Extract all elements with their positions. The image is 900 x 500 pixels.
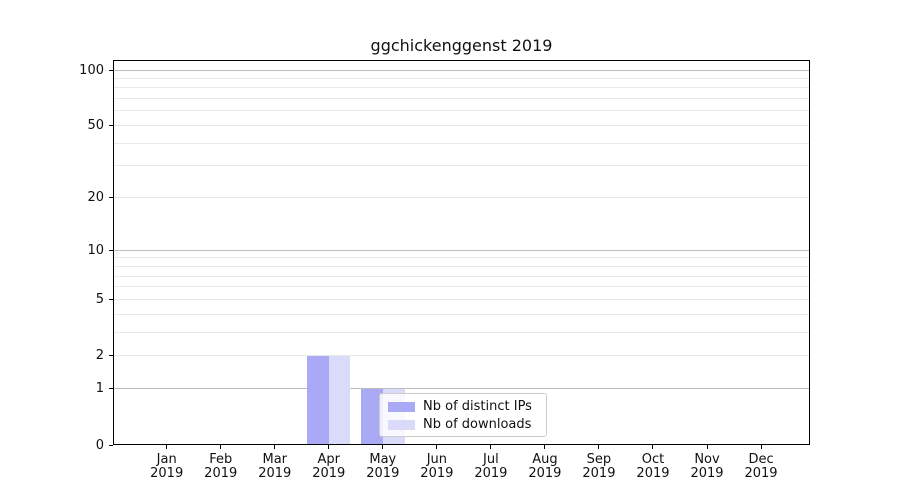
x-axis-tick [166, 445, 168, 449]
x-axis-tick-label: Apr 2019 [301, 453, 357, 480]
x-tick-month: Nov [694, 452, 720, 467]
gridline-minor [114, 98, 809, 100]
x-axis-tick [652, 445, 654, 449]
x-tick-month: Dec [748, 452, 774, 467]
x-tick-year: 2019 [150, 465, 184, 481]
legend-label-downloads: Nb of downloads [423, 417, 532, 432]
y-axis-tick-label: 5 [95, 291, 104, 307]
gridline-major [114, 249, 809, 251]
gridline-major [114, 388, 809, 390]
x-tick-month: Sep [586, 452, 612, 467]
y-axis-tick [109, 197, 113, 199]
legend-swatch-distinct-ips-icon [388, 401, 415, 412]
x-tick-month: Aug [532, 452, 558, 467]
x-axis-tick-label: May 2019 [355, 453, 411, 480]
y-axis-tick [109, 388, 113, 390]
y-axis-tick-label: 10 [87, 242, 104, 258]
x-axis-tick [490, 445, 492, 449]
x-axis-tick-label: Sep 2019 [571, 453, 627, 480]
gridline-minor [114, 110, 809, 112]
x-axis-tick [328, 445, 330, 449]
bar-distinct-ips-apr [307, 355, 329, 444]
x-axis-tick-label: Jun 2019 [409, 453, 465, 480]
y-axis-tick-label: 50 [87, 118, 104, 134]
chart-title: ggchickenggenst 2019 [370, 36, 553, 55]
x-axis-tick [760, 445, 762, 449]
y-axis-tick-label: 100 [79, 62, 104, 78]
legend-swatch-downloads-icon [388, 419, 415, 430]
legend-item-distinct-ips: Nb of distinct IPs [388, 399, 539, 414]
bar-downloads-apr [328, 355, 351, 444]
x-tick-month: Jul [483, 452, 499, 467]
gridline-minor [114, 197, 809, 199]
x-tick-year: 2019 [744, 465, 778, 481]
x-axis-tick-label: Dec 2019 [733, 453, 789, 480]
x-tick-year: 2019 [474, 465, 508, 481]
gridline-minor [114, 355, 809, 357]
x-axis-tick [598, 445, 600, 449]
x-tick-year: 2019 [366, 465, 400, 481]
x-tick-month: Jan [156, 452, 177, 467]
plot-area [113, 60, 810, 445]
x-tick-year: 2019 [528, 465, 562, 481]
x-tick-year: 2019 [420, 465, 454, 481]
x-tick-year: 2019 [258, 465, 292, 481]
x-tick-year: 2019 [690, 465, 724, 481]
x-tick-year: 2019 [582, 465, 616, 481]
x-axis-tick [436, 445, 438, 449]
legend-item-downloads: Nb of downloads [388, 417, 539, 432]
bar-distinct-ips-may [361, 388, 383, 444]
y-axis-tick-label: 0 [95, 437, 104, 453]
x-tick-year: 2019 [312, 465, 346, 481]
x-tick-month: May [369, 452, 397, 467]
x-axis-tick [706, 445, 708, 449]
x-axis-tick [544, 445, 546, 449]
y-axis-tick-label: 2 [95, 348, 104, 364]
gridline-minor [114, 298, 809, 300]
x-axis-tick-label: Jul 2019 [463, 453, 519, 480]
x-axis-tick [274, 445, 276, 449]
x-tick-month: Feb [209, 452, 233, 467]
gridline-minor [114, 257, 809, 259]
x-axis-tick-label: Aug 2019 [517, 453, 573, 480]
x-tick-month: Oct [641, 452, 665, 467]
gridline-major [114, 69, 809, 71]
gridline-minor [114, 77, 809, 79]
legend-label-distinct-ips: Nb of distinct IPs [423, 399, 532, 414]
y-axis-tick [109, 298, 113, 300]
y-axis-tick [109, 69, 113, 71]
y-axis-tick-label: 20 [87, 190, 104, 206]
x-axis-tick [220, 445, 222, 449]
gridline-minor [114, 313, 809, 315]
gridline-minor [114, 125, 809, 127]
x-tick-year: 2019 [636, 465, 670, 481]
gridline-minor [114, 286, 809, 288]
x-tick-year: 2019 [204, 465, 238, 481]
y-axis-tick-label: 1 [95, 381, 104, 397]
x-axis-tick-label: Nov 2019 [679, 453, 735, 480]
gridline-minor [114, 265, 809, 267]
x-axis-tick-label: Feb 2019 [193, 453, 249, 480]
y-axis-tick [109, 125, 113, 127]
gridline-minor [114, 331, 809, 333]
x-axis-tick [382, 445, 384, 449]
x-axis-tick-label: Oct 2019 [625, 453, 681, 480]
gridline-minor [114, 142, 809, 144]
legend: Nb of distinct IPs Nb of downloads [379, 393, 547, 437]
x-tick-month: Jun [426, 452, 447, 467]
y-axis-tick [109, 444, 113, 446]
y-axis-tick [109, 249, 113, 251]
gridline-minor [114, 165, 809, 167]
x-axis-tick-label: Mar 2019 [247, 453, 303, 480]
x-tick-month: Mar [262, 452, 288, 467]
x-tick-month: Apr [317, 452, 341, 467]
x-axis-tick-label: Jan 2019 [139, 453, 195, 480]
gridline-minor [114, 87, 809, 89]
gridline-minor [114, 275, 809, 277]
y-axis-tick [109, 355, 113, 357]
